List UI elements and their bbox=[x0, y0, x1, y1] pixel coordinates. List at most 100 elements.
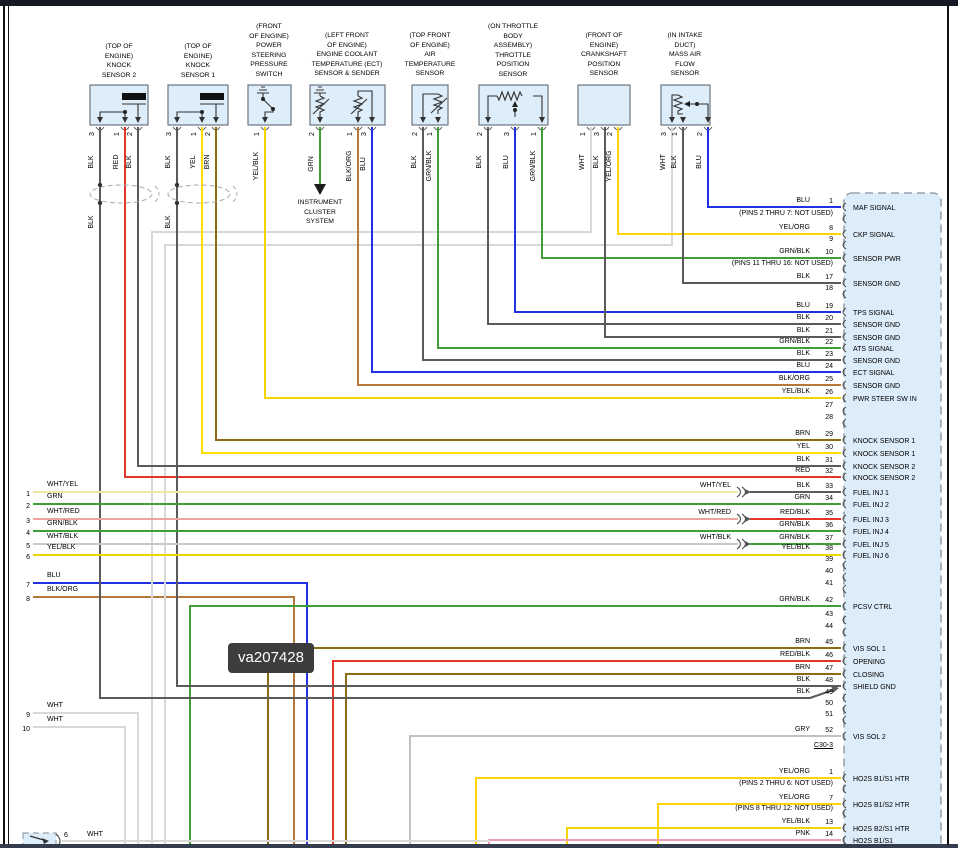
sensor-wire-label: WHT bbox=[579, 154, 586, 170]
sensor-wire-label: BLK bbox=[88, 155, 95, 169]
ecm-pin-number: 34 bbox=[825, 495, 833, 502]
signal-label: FUEL INJ 5 bbox=[853, 542, 889, 549]
splice-wire-label: WHT/BLK bbox=[699, 534, 731, 541]
wire-color-label: YEL/BLK bbox=[781, 388, 810, 395]
bottom-wire-label: WHT bbox=[87, 831, 103, 838]
left-border-line bbox=[3, 6, 5, 844]
left-wire-label: BLK/ORG bbox=[47, 586, 79, 593]
watermark-badge: va207428 bbox=[228, 643, 314, 673]
wire-color-label: GRN/BLK bbox=[779, 248, 810, 255]
sensor-header: (IN INTAKE DUCT) MASS AIR FLOW SENSOR bbox=[667, 32, 703, 77]
left-wire-label: WHT/YEL bbox=[47, 481, 79, 488]
signal-label: TPS SIGNAL bbox=[853, 310, 895, 317]
ecm-pin-number: 8 bbox=[829, 225, 833, 232]
sensor-header: (TOP OF ENGINE) KNOCK SENSOR 1 bbox=[180, 43, 216, 79]
ecm-pin-number: 31 bbox=[825, 457, 833, 464]
wire-color-label: BLK bbox=[796, 456, 810, 463]
wire-color-label: YEL bbox=[796, 443, 810, 450]
not-used-note: (PINS 2 THRU 7: NOT USED) bbox=[739, 210, 833, 217]
ecm-pin-number: 43 bbox=[825, 611, 833, 618]
sensor-wire-label: YEL bbox=[190, 155, 197, 169]
wire-color-label: BLU bbox=[796, 197, 810, 204]
ecm-pin-number: 39 bbox=[825, 556, 833, 563]
signal-label: SENSOR PWR bbox=[853, 256, 901, 263]
signal-label: SENSOR GND bbox=[853, 383, 901, 390]
ecm-pin-number: 1 bbox=[829, 198, 833, 205]
not-used-note: (PINS 8 THRU 12: NOT USED) bbox=[735, 805, 833, 812]
ecm-pin-number: 22 bbox=[825, 339, 833, 346]
wire-color-label: BLK bbox=[796, 273, 810, 280]
ecm-pin-number: 49 bbox=[825, 689, 833, 696]
ecm-pin-number: 27 bbox=[825, 402, 833, 409]
ecm-pin-number: 51 bbox=[825, 711, 833, 718]
bottom-pin-number: 6 bbox=[64, 832, 68, 839]
ecm-pin-number: 23 bbox=[825, 351, 833, 358]
sensor-boxes bbox=[89, 84, 711, 126]
sensor-wire-label: GRN/BLK bbox=[426, 150, 433, 182]
ecm-pin-number: 46 bbox=[825, 652, 833, 659]
sensor-header: (FRONT OF ENGINE) CRANKSHAFT POSITION SE… bbox=[580, 32, 628, 77]
signal-label: PWR STEER SW IN bbox=[853, 396, 917, 403]
signal-label: OPENING bbox=[853, 659, 886, 666]
wire-color-label: GRN/BLK bbox=[779, 534, 810, 541]
left-pin-number: 8 bbox=[26, 596, 30, 603]
ecm-pin-number: 32 bbox=[825, 468, 833, 475]
signal-label: KNOCK SENSOR 1 bbox=[853, 438, 916, 445]
wire-color-label: RED/BLK bbox=[780, 509, 810, 516]
ecm-pin-number: 24 bbox=[825, 363, 833, 370]
sensor-wire-label: BLU bbox=[696, 155, 703, 169]
top-window-edge bbox=[0, 0, 958, 6]
sensor-wire-label: GRN bbox=[308, 156, 315, 172]
wire-color-label: BRN bbox=[795, 638, 810, 645]
sensor-header: (FRONT OF ENGINE) POWER STEERING PRESSUR… bbox=[249, 23, 289, 78]
left-pin-number: 10 bbox=[22, 726, 30, 733]
signal-label: ATS SIGNAL bbox=[853, 346, 894, 353]
ecm-pin-number: 36 bbox=[825, 522, 833, 529]
wire-color-label: GRN bbox=[794, 494, 810, 501]
right-border-line bbox=[947, 6, 949, 845]
ecm-pin-number: 9 bbox=[829, 236, 833, 243]
sensor-header: (LEFT FRONT OF ENGINE) ENGINE COOLANT TE… bbox=[311, 32, 383, 77]
signal-label: SENSOR GND bbox=[853, 322, 901, 329]
shield-wire-label: BLK bbox=[165, 215, 172, 229]
sensor-wire-label: RED bbox=[113, 154, 120, 170]
ecm-pin-number: 10 bbox=[825, 249, 833, 256]
left-wire-label: WHT/RED bbox=[47, 508, 80, 515]
sensor-header: (ON THROTTLE BODY ASSEMBLY) THROTTLE POS… bbox=[487, 23, 539, 78]
ecm-pin-number: 41 bbox=[825, 580, 833, 587]
ecm-pin-number: 13 bbox=[825, 819, 833, 826]
sensor-header: (TOP OF ENGINE) KNOCK SENSOR 2 bbox=[101, 43, 137, 79]
wire-color-label: BLK bbox=[796, 350, 810, 357]
ecm-pin-number: 7 bbox=[829, 795, 833, 802]
signal-label: FUEL INJ 1 bbox=[853, 490, 889, 497]
not-used-note: (PINS 2 THRU 6: NOT USED) bbox=[739, 780, 833, 787]
splice-icons bbox=[736, 486, 751, 550]
cluster-note: INSTRUMENT CLUSTER SYSTEM bbox=[297, 199, 343, 225]
connector-label: C30-3 bbox=[813, 742, 833, 749]
signal-label: HO2S B1/S1 bbox=[853, 838, 894, 845]
sensor-wire-label: BLK/ORG bbox=[346, 150, 353, 182]
ecm-pin-number: 18 bbox=[825, 285, 833, 292]
signal-label: SENSOR GND bbox=[853, 358, 901, 365]
ecm-pin-number: 47 bbox=[825, 665, 833, 672]
ecm-pin-number: 19 bbox=[825, 303, 833, 310]
ecm-pin-number: 40 bbox=[825, 568, 833, 575]
signal-label: VIS SOL 1 bbox=[853, 646, 886, 653]
wire-color-label: BLK bbox=[796, 327, 810, 334]
signal-label: SENSOR GND bbox=[853, 281, 901, 288]
signal-label: HO2S B1/S2 HTR bbox=[853, 802, 910, 809]
wire-color-label: BLK/ORG bbox=[778, 375, 810, 382]
wire-color-label: YEL/BLK bbox=[781, 818, 810, 825]
ecm-pin-number: 25 bbox=[825, 376, 833, 383]
signal-label: VIS SOL 2 bbox=[853, 734, 886, 741]
ecm-pin-number: 35 bbox=[825, 510, 833, 517]
left-pin-number: 5 bbox=[26, 543, 30, 550]
bottom-window-edge bbox=[0, 844, 958, 848]
signal-label: ECT SIGNAL bbox=[853, 370, 895, 377]
wire-color-label: GRN/BLK bbox=[779, 596, 810, 603]
wire-color-label: YEL/ORG bbox=[778, 794, 810, 801]
signal-label: FUEL INJ 4 bbox=[853, 529, 889, 536]
wire-color-label: RED/BLK bbox=[780, 651, 810, 658]
